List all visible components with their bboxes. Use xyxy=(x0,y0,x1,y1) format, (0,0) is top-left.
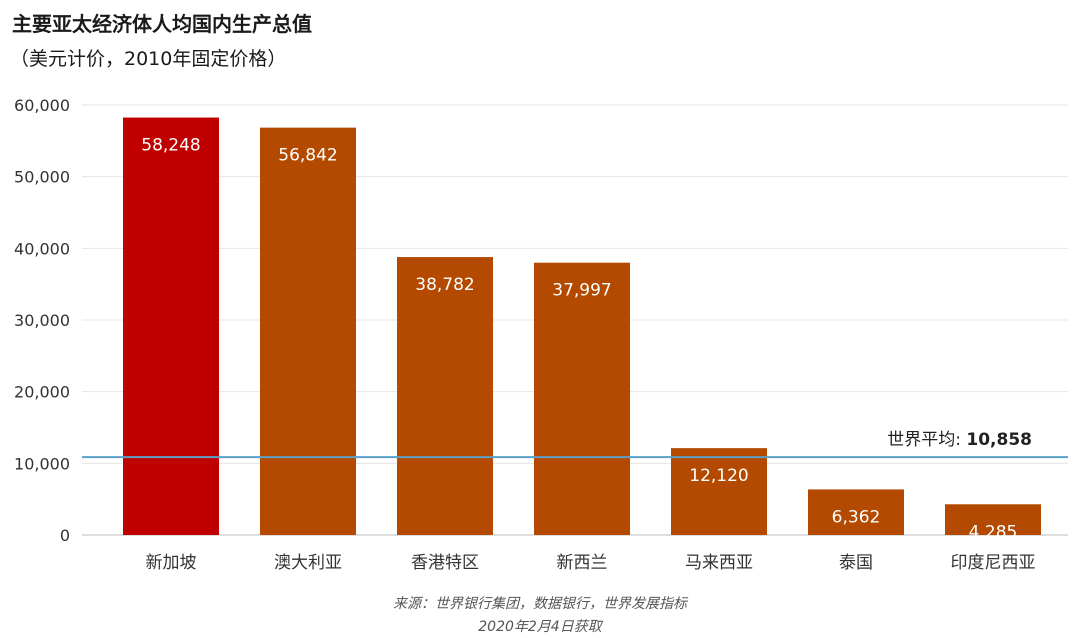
x-tick-label: 新西兰 xyxy=(557,553,608,573)
x-tick-label: 泰国 xyxy=(839,553,873,573)
y-tick-label: 0 xyxy=(60,526,70,545)
value-label: 37,997 xyxy=(552,281,611,301)
value-label: 6,362 xyxy=(832,507,881,527)
y-tick-label: 60,000 xyxy=(14,96,70,115)
value-label: 12,120 xyxy=(689,466,748,486)
y-tick-label: 40,000 xyxy=(14,239,70,258)
retrieved-date: 2020年2月4日获取 xyxy=(478,619,602,635)
y-tick-label: 50,000 xyxy=(14,168,70,187)
x-tick-label: 马来西亚 xyxy=(685,553,753,573)
chart-subtitle: （美元计价，2010年固定价格） xyxy=(10,48,287,70)
bar xyxy=(260,127,356,536)
bar xyxy=(808,489,904,535)
bar-chart: 0 10,000 20,000 30,000 40,000 50,000 60,000 世界… xyxy=(14,96,1068,573)
x-tick-label: 印度尼西亚 xyxy=(951,553,1036,573)
world-average-line: 世界平均: 10,858 xyxy=(82,430,1068,459)
x-tick-label: 香港特区 xyxy=(411,553,479,573)
reference-label-value: 10,858 xyxy=(966,430,1032,450)
bar xyxy=(671,448,767,535)
bars xyxy=(123,117,1041,536)
reference-label: 世界平均: 10,858 xyxy=(887,430,1032,450)
value-label: 56,842 xyxy=(278,146,337,166)
y-tick-label: 10,000 xyxy=(14,454,70,473)
value-labels: 58,248 56,842 38,782 37,997 12,120 6,362 4,285 xyxy=(141,136,1017,543)
y-tick-label: 20,000 xyxy=(14,383,70,402)
value-label: 58,248 xyxy=(141,136,200,156)
chart-title: 主要亚太经济体人均国内生产总值 xyxy=(12,12,312,36)
bar xyxy=(945,504,1041,535)
bar xyxy=(534,262,630,535)
x-tick-label: 澳大利亚 xyxy=(274,553,342,573)
value-label: 4,285 xyxy=(969,522,1018,542)
x-tick-label: 新加坡 xyxy=(146,553,197,573)
value-label: 38,782 xyxy=(415,275,474,295)
x-axis-tick-labels: 新加坡 澳大利亚 香港特区 新西兰 马来西亚 泰国 印度尼西亚 xyxy=(146,553,1036,573)
reference-label-prefix: 世界平均: xyxy=(887,430,966,450)
bar xyxy=(123,117,219,535)
y-tick-label: 30,000 xyxy=(14,311,70,330)
y-axis-tick-labels: 0 10,000 20,000 30,000 40,000 50,000 60,000 xyxy=(14,96,70,545)
source-note: 来源：世界银行集团，数据银行，世界发展指标 xyxy=(393,596,687,612)
bar xyxy=(397,257,493,535)
